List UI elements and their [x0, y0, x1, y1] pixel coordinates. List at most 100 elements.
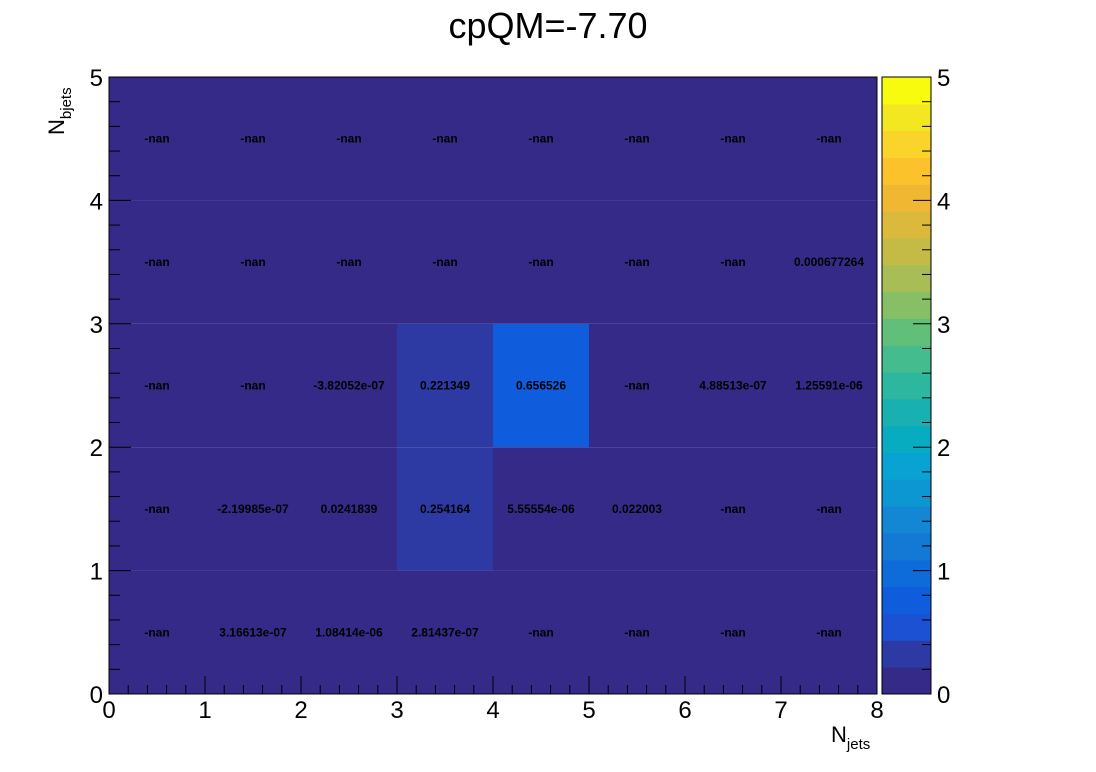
palette-segment	[882, 613, 931, 641]
cell-value-labels: -nan 3.16613e-07 1.08414e-06 2.81437e-07 -na…	[144, 132, 864, 640]
palette-segment	[882, 559, 931, 588]
cell-value-label: -nan	[624, 255, 649, 269]
palette-segment	[882, 77, 931, 105]
cell-value-label: -nan	[816, 132, 841, 146]
heatmap-cell	[397, 200, 493, 324]
heatmap-cell	[493, 570, 589, 694]
cell-value-label: 2.81437e-07	[411, 625, 479, 639]
palette-segment	[882, 398, 931, 427]
palette-tick-label: 5	[937, 65, 950, 92]
x-tick-label: 2	[294, 697, 307, 724]
palette-tick-label: 4	[937, 188, 950, 215]
x-axis-title-sub: jets	[846, 736, 870, 753]
heatmap-cell	[301, 200, 397, 324]
heatmap-cell	[205, 570, 301, 694]
chart-title: cpQM=-7.70	[448, 5, 647, 46]
cell-value-label: -nan	[240, 255, 265, 269]
cell-value-label: -nan	[624, 379, 649, 393]
x-tick-label: 0	[102, 697, 115, 724]
cell-value-label: -nan	[144, 255, 169, 269]
heatmap-cell	[781, 447, 877, 571]
cell-value-label: -nan	[720, 255, 745, 269]
palette-segment	[882, 318, 931, 346]
cell-value-label: -nan	[720, 132, 745, 146]
heatmap-cell	[493, 77, 589, 201]
heatmap-cell	[301, 570, 397, 694]
cell-value-label: -nan	[144, 379, 169, 393]
cell-value-label: -nan	[144, 132, 169, 146]
heatmap-cell	[109, 447, 205, 571]
cell-value-label: -nan	[240, 132, 265, 146]
x-tick-label: 1	[198, 697, 211, 724]
x-axis-title-main: N	[831, 722, 847, 747]
palette-segment	[882, 479, 931, 507]
palette-segment	[882, 264, 931, 293]
heatmap-cell	[397, 323, 493, 448]
palette-segment	[882, 291, 931, 319]
palette-segment	[882, 345, 931, 373]
heatmap-cell	[589, 447, 685, 571]
y-tick-label: 5	[90, 65, 103, 92]
heatmap-cell	[109, 570, 205, 694]
palette-segment	[882, 586, 931, 615]
palette-segment	[882, 667, 931, 695]
cell-value-label: 1.08414e-06	[315, 625, 383, 639]
palette-tick-label: 0	[937, 682, 950, 709]
heatmap-cell	[781, 200, 877, 324]
cell-value-label: -nan	[816, 625, 841, 639]
palette-segment	[882, 130, 931, 158]
heatmap-cell	[205, 323, 301, 448]
heatmap-cell	[589, 323, 685, 448]
cell-value-label: -nan	[336, 132, 361, 146]
palette-segment	[882, 103, 931, 132]
heatmap-cell	[493, 200, 589, 324]
x-tick-label: 5	[582, 697, 595, 724]
y-axis-title-sub: bjets	[58, 87, 75, 119]
cell-value-label: -3.82052e-07	[313, 379, 385, 393]
cell-value-label: 0.000677264	[794, 255, 864, 269]
palette-tick-label: 2	[937, 435, 950, 462]
heatmap-cell	[397, 77, 493, 201]
cell-value-label: 1.25591e-06	[795, 379, 863, 393]
heatmap-cell	[685, 447, 781, 571]
palette-segment	[882, 533, 931, 561]
cell-value-label: -nan	[624, 625, 649, 639]
palette-tick-label: 3	[937, 312, 950, 339]
cell-value-label: 0.0241839	[321, 502, 378, 516]
heatmap-cell	[781, 323, 877, 448]
palette-segment	[882, 425, 931, 454]
cell-value-label: -nan	[240, 379, 265, 393]
palette-frame	[881, 76, 932, 695]
heatmap-cell	[109, 200, 205, 324]
color-palette-bar	[881, 76, 932, 695]
heatmap-cell	[205, 447, 301, 571]
heatmap-cell	[589, 200, 685, 324]
cell-value-label: 0.221349	[420, 379, 470, 393]
heatmap-cell	[685, 570, 781, 694]
heatmap-cell	[397, 447, 493, 571]
palette-segment	[882, 184, 931, 212]
x-tick-label: 7	[774, 697, 787, 724]
heatmap-cell	[109, 77, 205, 201]
cell-value-label: 0.254164	[420, 502, 470, 516]
x-axis-title: Njets	[831, 722, 870, 753]
palette-axis: 0 1 2 3 4 5	[913, 65, 950, 709]
cell-value-label: -nan	[144, 625, 169, 639]
x-tick-label: 3	[390, 697, 403, 724]
cell-value-label: 4.88513e-07	[699, 379, 767, 393]
palette-segment	[882, 506, 931, 534]
palette-tick-label: 1	[937, 559, 950, 586]
heatmap-cell	[301, 77, 397, 201]
cell-value-label: -nan	[144, 502, 169, 516]
y-tick-label: 2	[90, 435, 103, 462]
heatmap-cell	[781, 570, 877, 694]
cell-value-label: 5.55554e-06	[507, 502, 575, 516]
heatmap-cell	[685, 323, 781, 448]
heatmap-cell	[109, 323, 205, 448]
x-axis: 0 1 2 3 4 5 6 7 8	[102, 676, 884, 724]
palette-segment	[882, 372, 931, 400]
palette-segment	[882, 452, 931, 480]
heatmap-cell	[397, 570, 493, 694]
heatmap-cell	[205, 200, 301, 324]
heatmap-cell	[493, 323, 589, 448]
